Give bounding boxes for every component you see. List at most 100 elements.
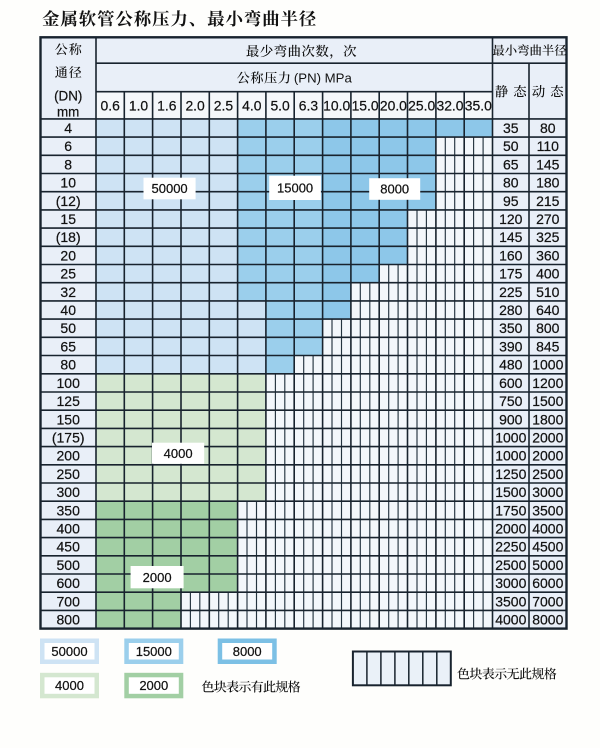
svg-text:480: 480	[499, 357, 523, 373]
svg-text:2500: 2500	[495, 557, 526, 573]
svg-text:1000: 1000	[495, 448, 526, 464]
svg-text:120: 120	[499, 211, 523, 227]
svg-text:(PN) MPa: (PN) MPa	[294, 71, 353, 86]
svg-text:2000: 2000	[139, 678, 168, 693]
svg-text:2000: 2000	[532, 430, 563, 446]
svg-text:25.0: 25.0	[408, 97, 435, 113]
svg-text:100: 100	[57, 375, 81, 391]
svg-text:600: 600	[499, 375, 523, 391]
svg-text:390: 390	[499, 338, 523, 354]
svg-text:6.3: 6.3	[299, 97, 319, 113]
svg-text:2.0: 2.0	[185, 97, 205, 113]
svg-text:2250: 2250	[495, 539, 526, 555]
svg-text:35: 35	[503, 120, 519, 136]
svg-text:4000: 4000	[164, 446, 193, 461]
svg-text:150: 150	[57, 411, 81, 427]
svg-text:1750: 1750	[495, 502, 526, 518]
svg-text:145: 145	[499, 229, 523, 245]
svg-text:(18): (18)	[56, 229, 81, 245]
svg-text:250: 250	[57, 466, 81, 482]
svg-text:1500: 1500	[532, 393, 563, 409]
svg-text:2.5: 2.5	[214, 97, 234, 113]
svg-text:5.0: 5.0	[270, 97, 290, 113]
svg-text:4000: 4000	[532, 521, 563, 537]
svg-text:110: 110	[537, 138, 560, 154]
svg-text:50000: 50000	[152, 181, 188, 196]
svg-text:35.0: 35.0	[465, 97, 492, 113]
svg-text:8: 8	[64, 156, 72, 172]
svg-text:180: 180	[536, 175, 560, 191]
svg-text:15000: 15000	[136, 644, 172, 659]
svg-text:510: 510	[536, 284, 560, 300]
svg-text:800: 800	[536, 320, 560, 336]
svg-text:8000: 8000	[380, 182, 409, 197]
svg-text:4000: 4000	[55, 678, 84, 693]
svg-text:4000: 4000	[495, 612, 526, 628]
svg-text:200: 200	[57, 448, 81, 464]
svg-text:8000: 8000	[532, 612, 563, 628]
svg-text:0.6: 0.6	[101, 97, 121, 113]
svg-text:7000: 7000	[532, 593, 563, 609]
svg-text:3000: 3000	[532, 484, 563, 500]
svg-text:1800: 1800	[532, 411, 563, 427]
svg-text:80: 80	[540, 120, 556, 136]
svg-text:2000: 2000	[532, 448, 563, 464]
svg-text:15: 15	[60, 211, 76, 227]
svg-text:15.0: 15.0	[352, 97, 379, 113]
svg-text:225: 225	[499, 284, 523, 300]
svg-text:400: 400	[57, 521, 81, 537]
svg-text:32.0: 32.0	[436, 97, 463, 113]
svg-text:1000: 1000	[495, 430, 526, 446]
svg-text:800: 800	[57, 612, 81, 628]
svg-text:2000: 2000	[495, 521, 526, 537]
svg-text:40: 40	[60, 302, 76, 318]
svg-text:15000: 15000	[277, 180, 313, 195]
svg-text:3500: 3500	[532, 502, 563, 518]
svg-text:6: 6	[64, 138, 72, 154]
svg-text:8000: 8000	[233, 644, 262, 659]
svg-text:2500: 2500	[532, 466, 563, 482]
svg-text:1.0: 1.0	[129, 97, 149, 113]
svg-text:4: 4	[64, 120, 72, 136]
svg-text:1200: 1200	[532, 375, 563, 391]
svg-text:95: 95	[503, 193, 519, 209]
svg-text:450: 450	[57, 539, 81, 555]
svg-text:700: 700	[57, 593, 81, 609]
svg-text:4500: 4500	[532, 539, 563, 555]
svg-text:350: 350	[57, 502, 81, 518]
svg-text:300: 300	[57, 484, 81, 500]
svg-text:845: 845	[536, 338, 560, 354]
svg-text:3000: 3000	[495, 575, 526, 591]
svg-text:500: 500	[57, 557, 81, 573]
svg-text:80: 80	[503, 175, 519, 191]
svg-text:270: 270	[536, 211, 560, 227]
svg-text:10: 10	[60, 175, 76, 191]
svg-text:4.0: 4.0	[242, 97, 262, 113]
svg-text:350: 350	[499, 320, 523, 336]
svg-text:20: 20	[60, 247, 76, 263]
svg-text:325: 325	[536, 229, 560, 245]
svg-text:145: 145	[536, 156, 560, 172]
svg-text:600: 600	[57, 575, 81, 591]
svg-text:900: 900	[499, 411, 523, 427]
svg-text:25: 25	[60, 266, 76, 282]
svg-text:50000: 50000	[51, 644, 87, 659]
svg-text:1500: 1500	[495, 484, 526, 500]
svg-text:(DN): (DN)	[54, 89, 82, 104]
svg-text:280: 280	[499, 302, 523, 318]
svg-text:215: 215	[536, 193, 560, 209]
svg-text:(12): (12)	[56, 193, 81, 209]
svg-text:160: 160	[499, 247, 523, 263]
svg-text:2000: 2000	[143, 570, 172, 585]
svg-text:65: 65	[60, 338, 76, 354]
svg-text:(175): (175)	[52, 430, 85, 446]
svg-text:1000: 1000	[532, 357, 563, 373]
svg-text:640: 640	[536, 302, 560, 318]
svg-text:80: 80	[60, 357, 76, 373]
svg-text:360: 360	[536, 247, 560, 263]
svg-text:400: 400	[536, 266, 560, 282]
svg-text:1250: 1250	[495, 466, 526, 482]
svg-text:6000: 6000	[532, 575, 563, 591]
svg-text:20.0: 20.0	[380, 97, 407, 113]
svg-text:50: 50	[503, 138, 519, 154]
